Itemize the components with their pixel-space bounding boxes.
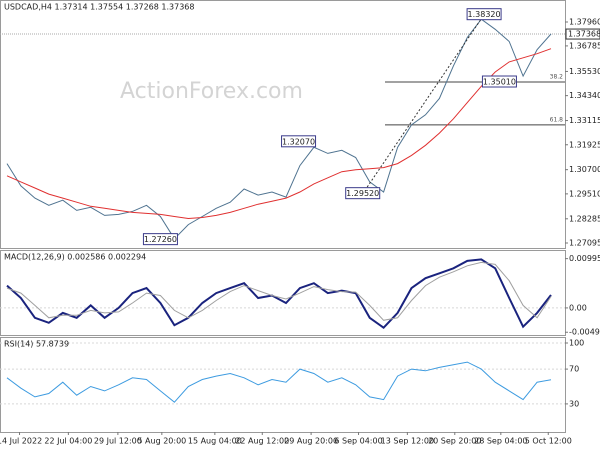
fib-label: 61.8 bbox=[550, 116, 564, 123]
y-tick-label: -0.004912 bbox=[569, 328, 600, 337]
x-tick-label: 29 Aug 20:00 bbox=[284, 437, 338, 446]
y-tick-label: 1.27095 bbox=[569, 238, 600, 247]
x-tick-label: 13 Sep 12:00 bbox=[381, 437, 434, 446]
annotation-box bbox=[481, 75, 517, 88]
annotation-label: 1.29520 bbox=[346, 189, 379, 198]
y-tick-label: 1.34340 bbox=[569, 91, 600, 100]
y-tick-label: 1.29510 bbox=[569, 189, 600, 198]
series-line bbox=[6, 18, 552, 240]
panel-title: MACD(12,26,9) 0.002586 0.002294 bbox=[4, 253, 146, 262]
annotation-box bbox=[281, 135, 317, 148]
x-tick-label: 22 Jul 04:00 bbox=[44, 437, 92, 446]
annotation-box bbox=[142, 233, 178, 246]
y-tick-label: 1.30700 bbox=[569, 165, 600, 174]
y-tick-label: 0.00 bbox=[569, 303, 587, 312]
y-tick-label: 30 bbox=[569, 399, 579, 408]
y-tick-label: 1.37960 bbox=[569, 18, 600, 27]
panel-frame bbox=[0, 337, 566, 433]
current-price-box bbox=[565, 28, 600, 40]
panel-title: USDCAD,H4 1.37314 1.37554 1.37268 1.3736… bbox=[4, 3, 194, 12]
x-tick-label: 5 Aug 20:00 bbox=[137, 437, 186, 446]
y-tick-label: 1.33115 bbox=[569, 116, 600, 125]
annotation-label: 1.32070 bbox=[282, 137, 315, 146]
trend-line bbox=[362, 14, 485, 194]
series-line bbox=[6, 261, 552, 321]
current-price-label: 1.37368 bbox=[568, 30, 600, 39]
x-tick-label: 14 Jul 2022 bbox=[0, 437, 42, 446]
y-tick-label: 70 bbox=[569, 365, 579, 374]
panel-frame bbox=[0, 0, 566, 249]
panel-title: RSI(14) 57.8739 bbox=[4, 340, 69, 349]
x-tick-label: 6 Sep 04:00 bbox=[334, 437, 382, 446]
series-line bbox=[6, 258, 552, 330]
series-line bbox=[6, 48, 552, 220]
fib-label: 38.2 bbox=[550, 74, 564, 81]
panel-frame bbox=[0, 250, 566, 336]
annotation-label: 1.35010 bbox=[483, 78, 516, 87]
x-tick-label: 15 Aug 04:00 bbox=[188, 437, 242, 446]
annotation-box bbox=[345, 187, 381, 200]
y-tick-label: 0.009956 bbox=[569, 254, 600, 263]
y-tick-label: 1.36785 bbox=[569, 41, 600, 50]
annotation-label: 1.27260 bbox=[144, 235, 177, 244]
x-tick-label: 28 Sep 04:00 bbox=[474, 437, 527, 446]
x-tick-label: 29 Jul 12:00 bbox=[94, 437, 142, 446]
annotation-label: 1.38320 bbox=[468, 10, 501, 19]
y-tick-label: 1.28285 bbox=[569, 214, 600, 223]
x-tick-label: 5 Oct 12:00 bbox=[525, 437, 572, 446]
series-line bbox=[6, 361, 552, 403]
x-tick-label: 22 Aug 12:00 bbox=[235, 437, 289, 446]
annotation-box bbox=[466, 8, 502, 21]
watermark: ActionForex.com bbox=[120, 79, 303, 104]
x-tick-label: 20 Sep 20:00 bbox=[428, 437, 481, 446]
y-tick-label: 100 bbox=[569, 339, 584, 348]
y-tick-label: 1.35530 bbox=[569, 67, 600, 76]
y-tick-label: 1.31925 bbox=[569, 140, 600, 149]
